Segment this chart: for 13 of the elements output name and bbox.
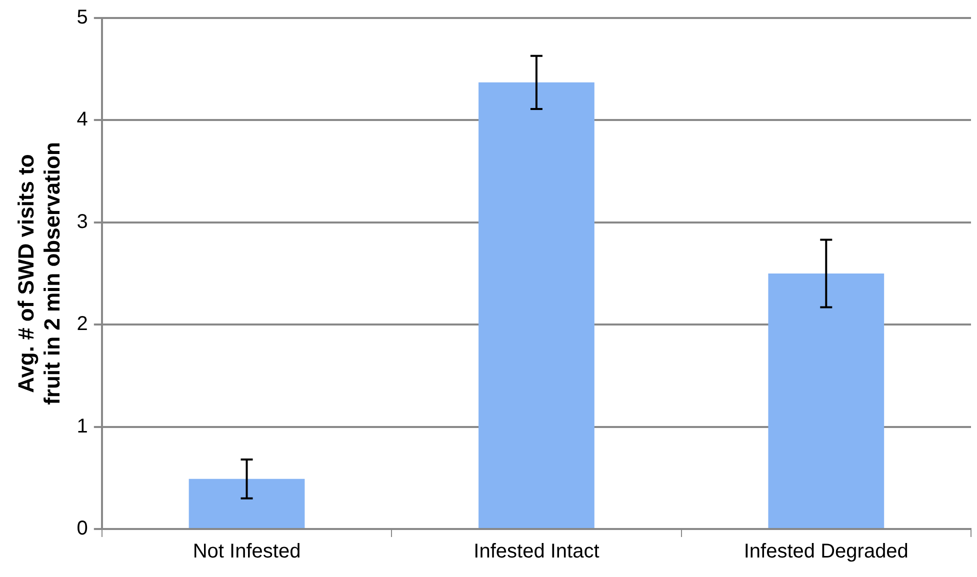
x-tick-label: Not Infested bbox=[192, 540, 301, 563]
x-tick-label: Infested Intact bbox=[474, 540, 600, 563]
bar bbox=[188, 478, 305, 528]
y-tick-label: 4 bbox=[76, 108, 88, 131]
y-axis-title: Avg. # of SWD visits to fruit in 2 min observation bbox=[13, 142, 65, 405]
x-tick-label: Infested Degraded bbox=[744, 540, 908, 563]
y-tick-label: 0 bbox=[76, 518, 88, 540]
y-tick-label: 5 bbox=[76, 6, 88, 29]
bar bbox=[768, 274, 884, 528]
y-tick-label: 1 bbox=[76, 415, 88, 438]
y-tick-label: 2 bbox=[76, 313, 88, 336]
y-tick-label: 3 bbox=[76, 210, 88, 233]
bar bbox=[478, 82, 594, 528]
